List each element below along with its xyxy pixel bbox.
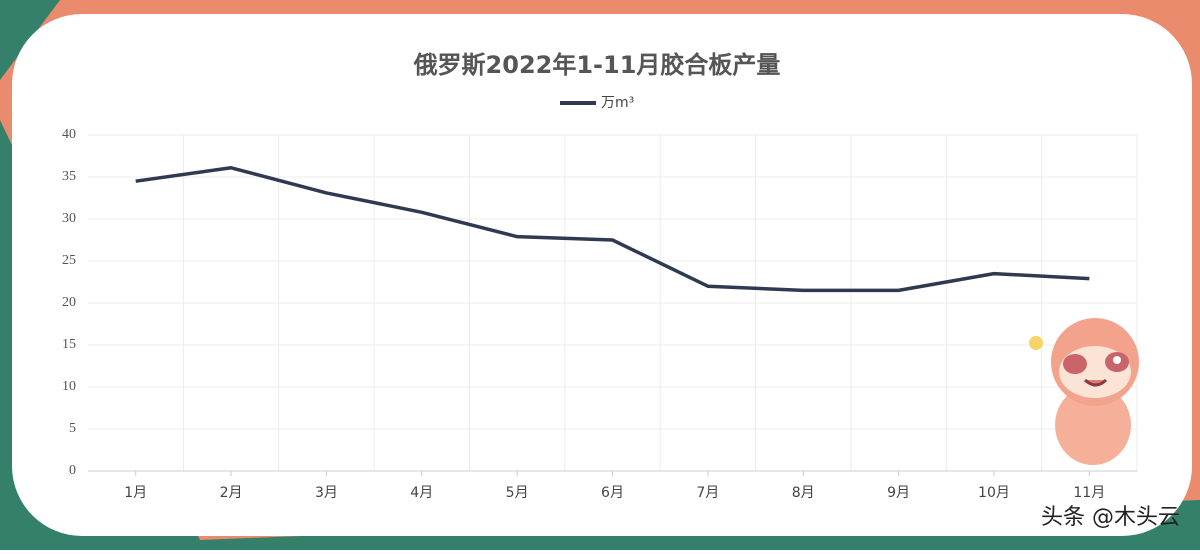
- x-tick-label: 2月: [220, 485, 243, 501]
- x-tick-label: 1月: [124, 485, 147, 501]
- x-tick-label: 10月: [978, 485, 1010, 501]
- series-line: [135, 166, 1090, 293]
- y-tick-label: 20: [62, 295, 76, 310]
- x-tick-label: 8月: [792, 485, 815, 501]
- sloth: [1029, 318, 1139, 465]
- y-tick-label: 30: [62, 211, 76, 226]
- y-tick-label: 0: [69, 463, 76, 478]
- y-tick-label: 25: [62, 253, 76, 268]
- watermark: 头条 @木头云: [1041, 505, 1180, 530]
- card: [12, 14, 1192, 536]
- x-tick-label: 3月: [315, 485, 338, 501]
- y-tick-label: 15: [62, 337, 76, 352]
- chart-title: 俄罗斯2022年1-11月胶合板产量: [413, 51, 781, 79]
- y-tick-label: 40: [62, 127, 76, 142]
- y-tick-label: 35: [62, 169, 76, 184]
- y-tick-label: 5: [69, 421, 76, 436]
- x-tick-label: 4月: [410, 485, 433, 501]
- x-tick-label: 11月: [1073, 485, 1105, 501]
- x-tick-label: 9月: [887, 485, 910, 501]
- x-tick-label: 6月: [601, 485, 624, 501]
- x-tick-label: 5月: [506, 485, 529, 501]
- x-tick-label: 7月: [696, 485, 719, 501]
- y-tick-label: 10: [62, 379, 76, 394]
- legend-label: 万m³: [601, 95, 634, 111]
